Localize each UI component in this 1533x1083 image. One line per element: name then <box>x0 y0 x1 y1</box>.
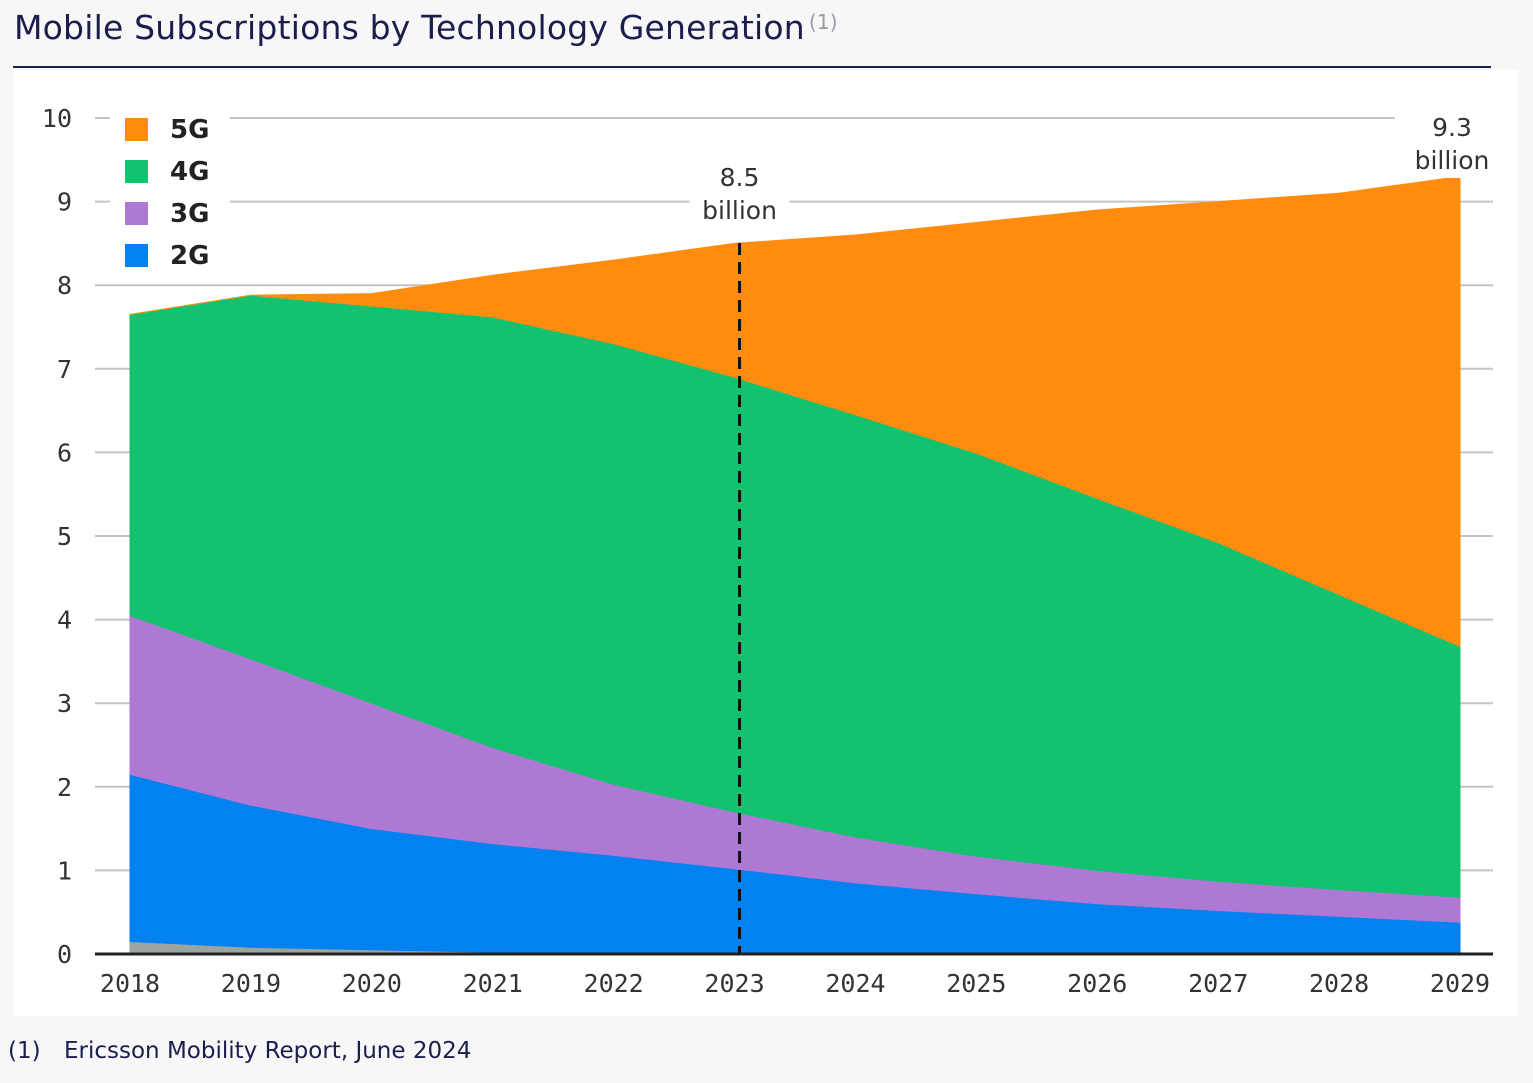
x-tick-label-2021: 2021 <box>463 969 523 998</box>
y-tick-label-8: 8 <box>57 271 72 300</box>
x-tick-label-2029: 2029 <box>1430 969 1490 998</box>
legend-label-2g: 2G <box>170 241 209 271</box>
footnote-number: (1) <box>8 1038 41 1064</box>
y-tick-label-0: 0 <box>57 940 72 969</box>
footnote-text: Ericsson Mobility Report, June 2024 <box>64 1038 472 1064</box>
x-tick-label-2020: 2020 <box>342 969 402 998</box>
legend-swatch-5g <box>125 118 148 141</box>
y-tick-label-1: 1 <box>57 856 72 885</box>
x-tick-label-2019: 2019 <box>221 969 281 998</box>
title-divider <box>13 66 1491 68</box>
title-footnote-ref: (1) <box>808 10 838 34</box>
area-series <box>129 175 1461 955</box>
legend-label-5g: 5G <box>170 115 209 145</box>
legend-label-3g: 3G <box>170 199 209 229</box>
axes: 0 1 2 3 4 5 6 7 8 9 10 2018 2019 2020 2021 2022 2023 2024… <box>42 104 1493 998</box>
y-tick-label-4: 4 <box>57 606 72 635</box>
legend-swatch-4g <box>125 160 148 183</box>
legend-swatch-2g <box>125 244 148 267</box>
annotation-value-2023: 8.5 <box>720 163 760 192</box>
annotations: 8.5 billion 9.3 billion <box>689 110 1503 954</box>
x-tick-label-2027: 2027 <box>1188 969 1248 998</box>
y-tick-label-6: 6 <box>57 438 72 467</box>
y-tick-label-7: 7 <box>57 355 72 384</box>
y-tick-label-10: 10 <box>42 104 72 133</box>
x-tick-label-2026: 2026 <box>1067 969 1127 998</box>
y-tick-label-3: 3 <box>57 689 72 718</box>
area-5g <box>129 175 1461 648</box>
annotation-unit-2029: billion <box>1415 146 1490 175</box>
title-text: Mobile Subscriptions by Technology Gener… <box>14 8 805 47</box>
x-tick-label-2022: 2022 <box>584 969 644 998</box>
x-tick-label-2025: 2025 <box>946 969 1006 998</box>
x-tick-label-2018: 2018 <box>100 969 160 998</box>
y-tick-label-5: 5 <box>57 522 72 551</box>
x-tick-label-2024: 2024 <box>825 969 885 998</box>
legend-swatch-3g <box>125 202 148 225</box>
x-tick-label-2023: 2023 <box>704 969 764 998</box>
y-tick-label-2: 2 <box>57 773 72 802</box>
annotation-background-2029 <box>1395 110 1503 178</box>
footnote: (1) Ericsson Mobility Report, June 2024 <box>8 1038 471 1064</box>
annotation-unit-2023: billion <box>702 196 777 225</box>
page-title: Mobile Subscriptions by Technology Gener… <box>14 8 838 47</box>
x-tick-label-2028: 2028 <box>1309 969 1369 998</box>
legend: 5G 4G 3G 2G <box>110 110 230 272</box>
annotation-background-2023 <box>689 161 790 227</box>
y-tick-label-9: 9 <box>57 188 72 217</box>
annotation-value-2029: 9.3 <box>1432 113 1472 142</box>
legend-label-4g: 4G <box>170 157 209 187</box>
